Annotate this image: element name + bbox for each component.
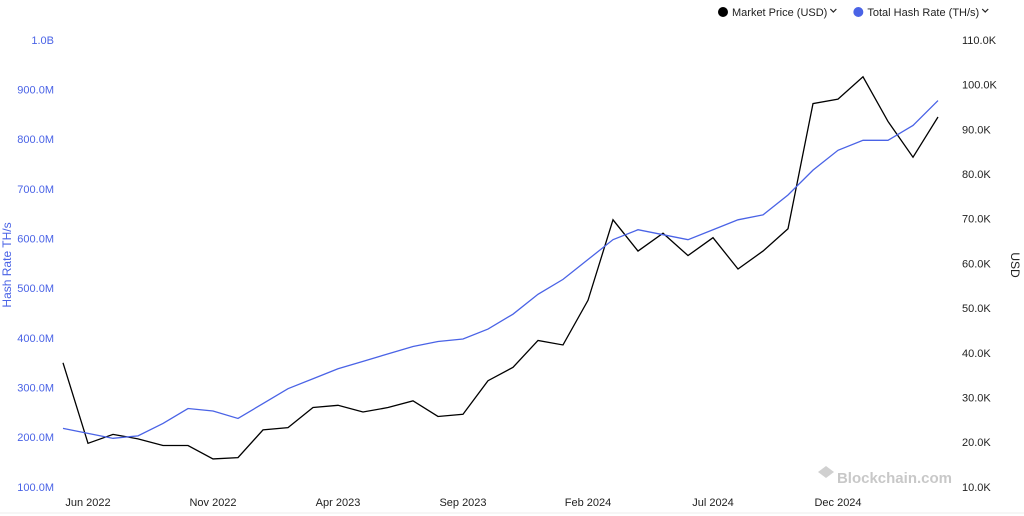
legend-label[interactable]: Total Hash Rate (TH/s) xyxy=(867,7,979,19)
legend-label[interactable]: Market Price (USD) xyxy=(732,7,827,19)
y-tick-label: 800.0M xyxy=(17,134,54,146)
legend-swatch[interactable] xyxy=(718,7,728,17)
x-tick-label: Apr 2023 xyxy=(316,497,361,509)
y-tick-label: 500.0M xyxy=(17,283,54,295)
y2-axis-title: USD xyxy=(1008,252,1022,278)
x-tick-label: Feb 2024 xyxy=(565,497,611,509)
y2-tick-label: 40.0K xyxy=(962,348,991,360)
watermark-logo xyxy=(818,466,834,478)
y2-tick-label: 10.0K xyxy=(962,482,991,494)
legend-dropdown[interactable] xyxy=(829,8,837,13)
x-tick-label: Jun 2022 xyxy=(65,497,110,509)
y2-tick-label: 80.0K xyxy=(962,169,991,181)
y2-tick-label: 90.0K xyxy=(962,124,991,136)
series-line xyxy=(62,75,939,460)
y-tick-label: 300.0M xyxy=(17,383,54,395)
x-tick-label: Nov 2022 xyxy=(189,497,236,509)
watermark: Blockchain.com xyxy=(837,470,952,487)
y2-tick-label: 110.0K xyxy=(962,35,997,47)
y-axis-title: Hash Rate TH/s xyxy=(0,222,14,307)
series-line xyxy=(62,100,939,439)
y-tick-label: 100.0M xyxy=(17,482,54,494)
legend-swatch[interactable] xyxy=(853,7,864,17)
y2-tick-label: 100.0K xyxy=(962,80,998,92)
y-tick-label: 200.0M xyxy=(17,432,54,444)
x-tick-label: Jul 2024 xyxy=(692,497,734,509)
y-tick-label: 600.0M xyxy=(17,234,54,246)
y-tick-label: 700.0M xyxy=(17,184,54,196)
y2-tick-label: 60.0K xyxy=(962,258,991,270)
legend-dropdown[interactable] xyxy=(981,8,989,13)
y-tick-label: 900.0M xyxy=(17,85,54,97)
y2-tick-label: 30.0K xyxy=(962,393,991,405)
y2-tick-label: 50.0K xyxy=(962,303,991,315)
y2-tick-label: 20.0K xyxy=(962,437,991,449)
y2-tick-label: 70.0K xyxy=(962,214,991,226)
y-tick-label: 1.0B xyxy=(31,35,54,47)
x-tick-label: Dec 2024 xyxy=(814,497,861,509)
y-tick-label: 400.0M xyxy=(17,333,54,345)
x-tick-label: Sep 2023 xyxy=(439,497,486,509)
